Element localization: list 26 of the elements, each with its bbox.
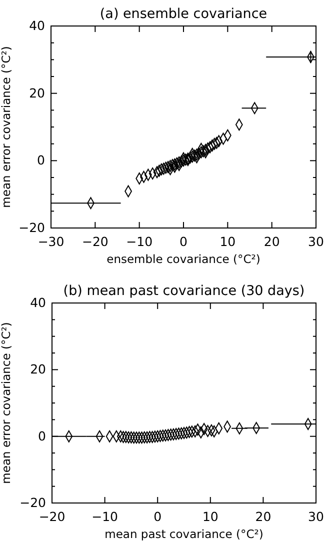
x-tick-label: 10 — [202, 508, 218, 524]
y-tick-label: 40 — [29, 18, 46, 33]
x-tick-label: 30 — [308, 234, 324, 249]
chart-title: (b) mean past covariance (30 days) — [63, 283, 305, 299]
y-tick-label: −20 — [20, 495, 46, 510]
x-tick-label: 30 — [308, 508, 324, 524]
chart-title: (a) ensemble covariance — [100, 6, 268, 22]
x-tick-label: −30 — [38, 234, 64, 249]
x-tick-label: 0 — [154, 508, 162, 524]
x-tick-label: 20 — [264, 234, 280, 249]
y-tick-label: 0 — [38, 428, 46, 444]
x-tick-label: −20 — [82, 234, 108, 249]
x-tick-label: −10 — [92, 508, 118, 524]
y-tick-label: −20 — [18, 220, 46, 235]
x-tick-label: −10 — [126, 234, 153, 249]
y-tick-label: 40 — [30, 295, 46, 310]
y-tick-label: 20 — [29, 85, 46, 100]
y-axis-title: mean error covariance (°C²) — [0, 322, 13, 484]
x-axis-title: ensemble covariance (°C²) — [106, 252, 260, 266]
x-tick-label: 0 — [180, 234, 188, 249]
y-axis-title: mean error covariance (°C²) — [0, 46, 13, 208]
x-axis-title: mean past covariance (°C²) — [104, 527, 264, 541]
y-tick-label: 0 — [37, 152, 46, 168]
y-tick-label: 20 — [30, 362, 46, 377]
x-tick-label: 20 — [255, 508, 272, 524]
x-tick-label: 10 — [220, 234, 236, 249]
